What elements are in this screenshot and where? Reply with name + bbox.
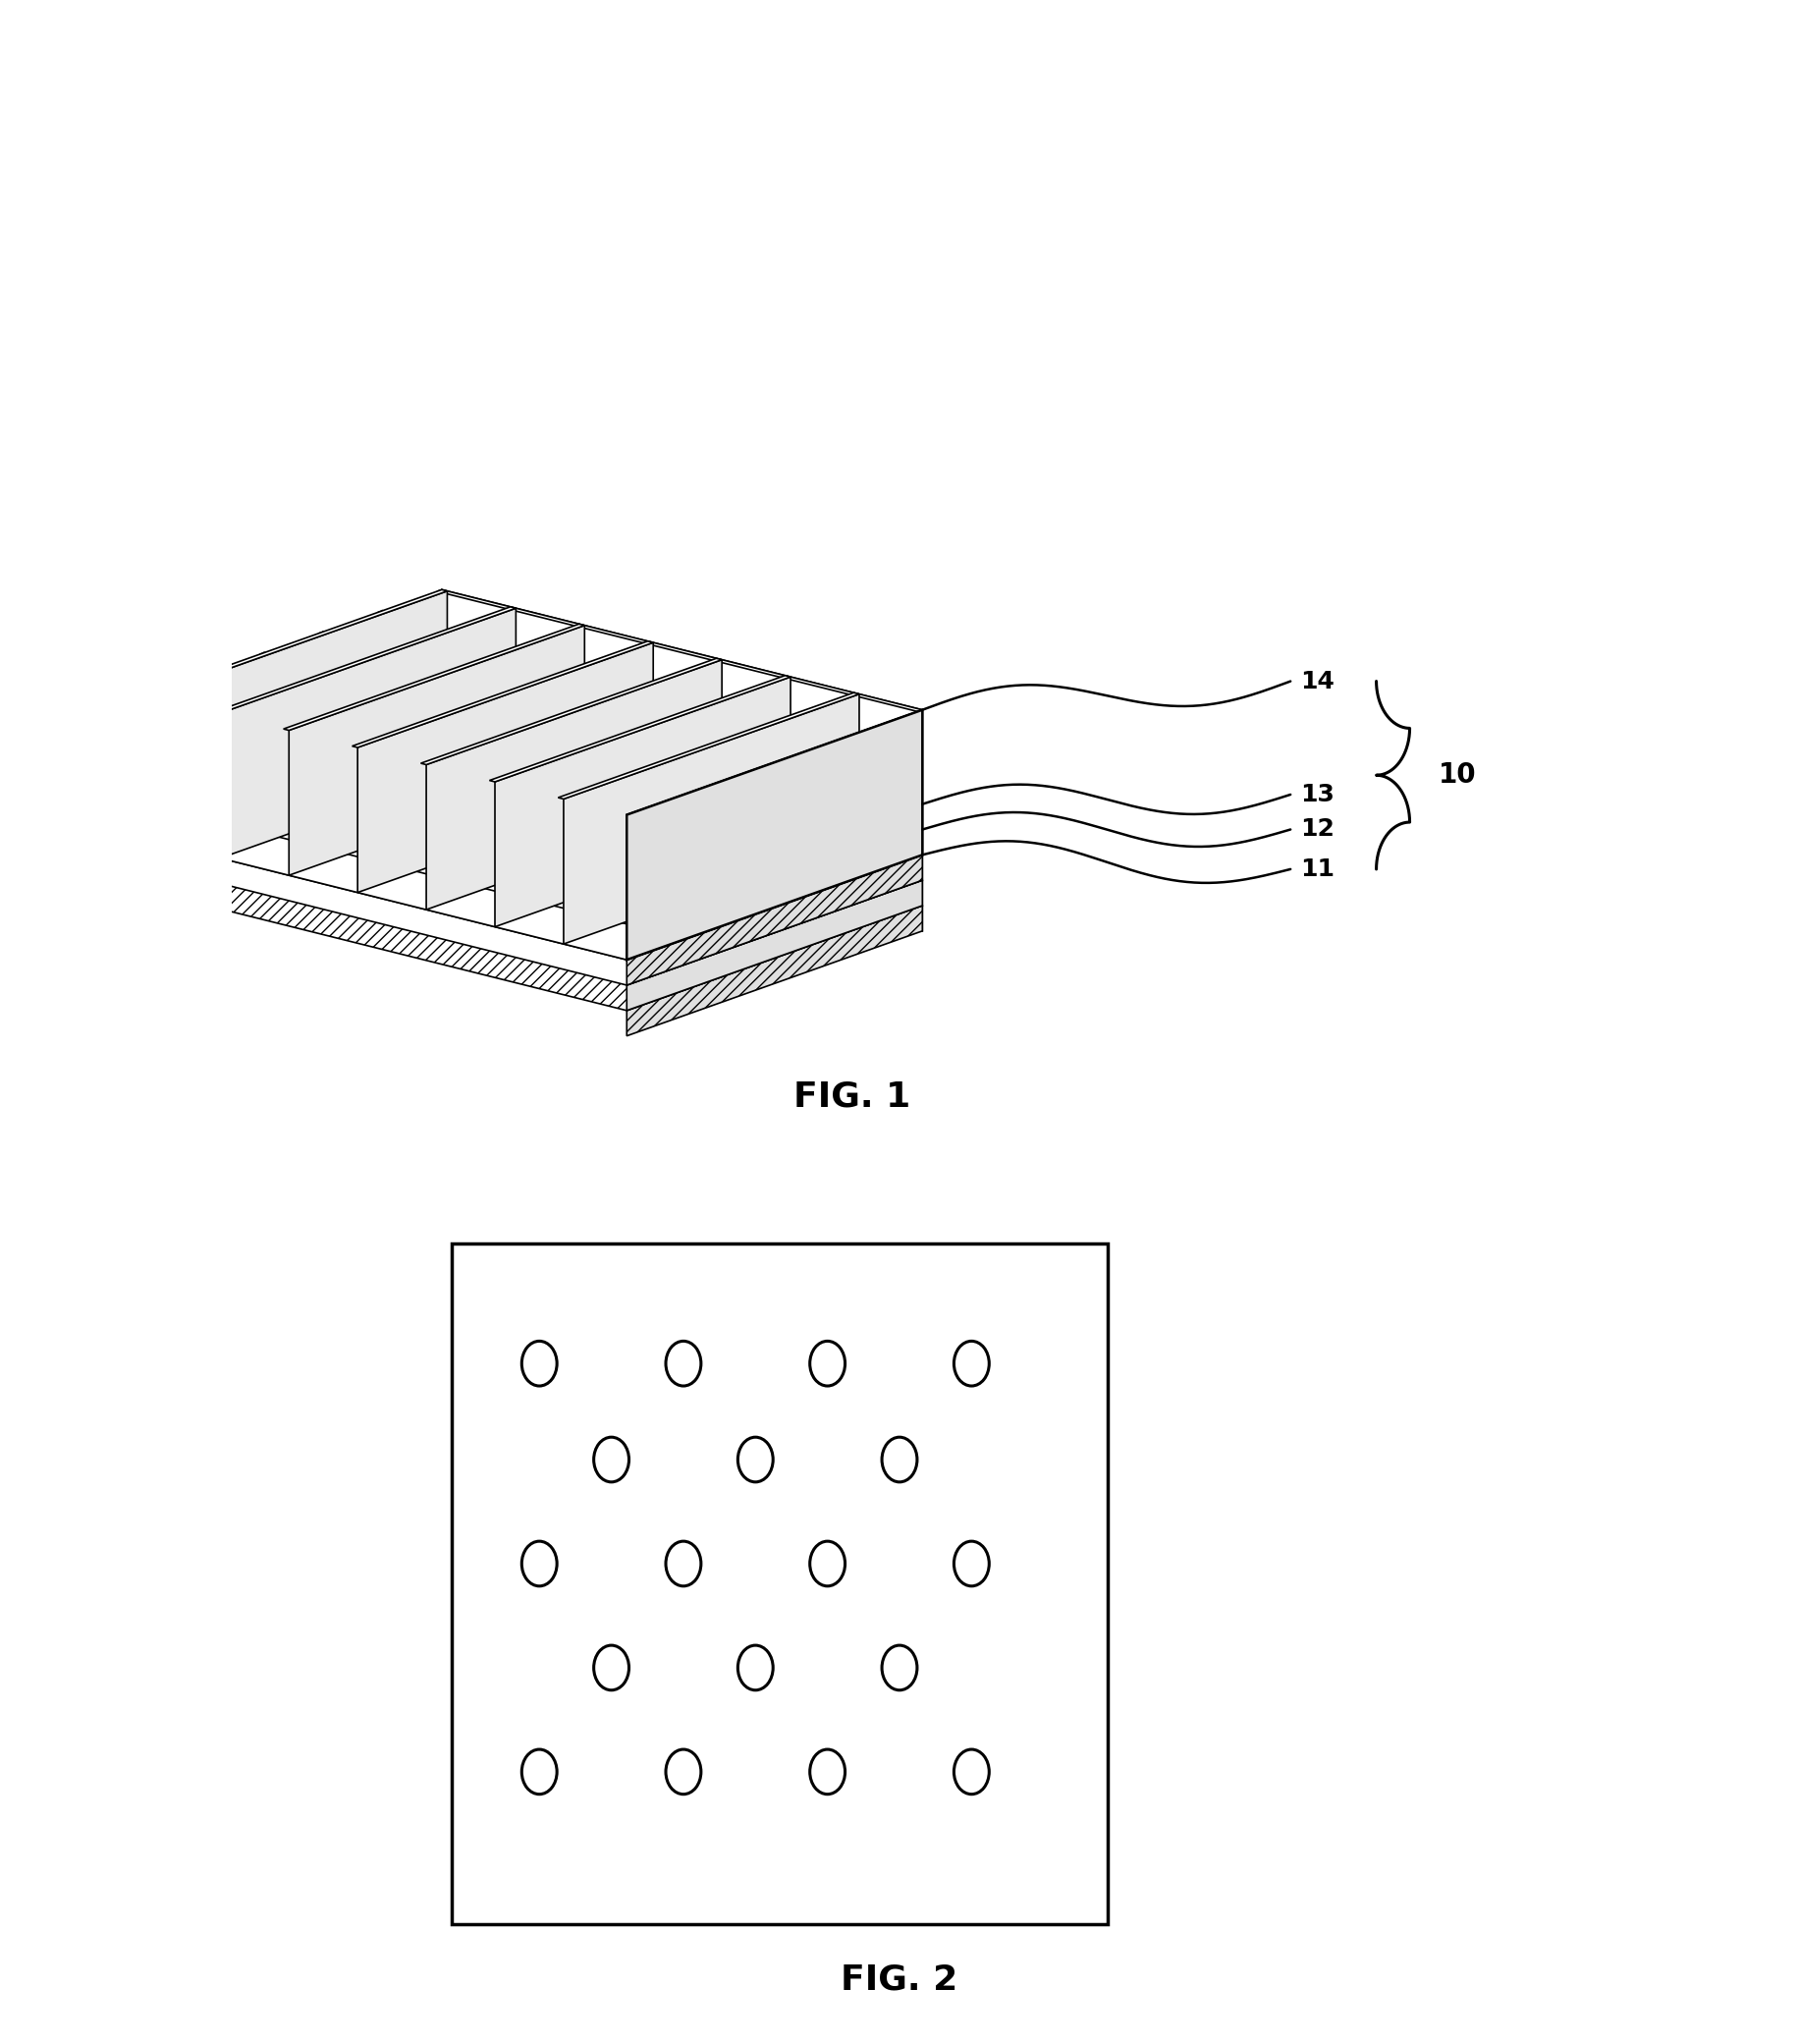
Polygon shape bbox=[146, 695, 626, 961]
Polygon shape bbox=[383, 611, 864, 875]
Polygon shape bbox=[284, 623, 585, 730]
Polygon shape bbox=[626, 905, 923, 1036]
Polygon shape bbox=[421, 658, 721, 764]
Polygon shape bbox=[264, 652, 745, 918]
Text: 14: 14 bbox=[1301, 670, 1335, 693]
Polygon shape bbox=[259, 652, 745, 775]
Polygon shape bbox=[219, 609, 516, 858]
Polygon shape bbox=[626, 709, 923, 816]
Polygon shape bbox=[558, 693, 860, 799]
Text: 12: 12 bbox=[1301, 818, 1335, 842]
Text: 11: 11 bbox=[1301, 856, 1335, 881]
Polygon shape bbox=[443, 589, 923, 854]
Polygon shape bbox=[426, 660, 721, 910]
Polygon shape bbox=[205, 675, 685, 938]
Polygon shape bbox=[626, 709, 923, 961]
Polygon shape bbox=[146, 785, 923, 1010]
Polygon shape bbox=[443, 760, 923, 905]
Polygon shape bbox=[563, 695, 860, 944]
Polygon shape bbox=[146, 695, 626, 816]
Text: FIG. 2: FIG. 2 bbox=[840, 1962, 959, 1997]
Polygon shape bbox=[437, 589, 923, 711]
Bar bbox=[452, 1243, 1108, 1923]
Text: x: x bbox=[495, 922, 511, 948]
Polygon shape bbox=[626, 854, 923, 985]
Polygon shape bbox=[353, 642, 653, 748]
Polygon shape bbox=[378, 611, 864, 732]
Polygon shape bbox=[214, 607, 516, 713]
Polygon shape bbox=[443, 734, 923, 881]
Polygon shape bbox=[626, 709, 923, 961]
Polygon shape bbox=[200, 675, 685, 795]
Text: 13: 13 bbox=[1301, 783, 1335, 805]
Polygon shape bbox=[324, 632, 804, 897]
Polygon shape bbox=[626, 881, 923, 1010]
Polygon shape bbox=[146, 760, 923, 985]
Polygon shape bbox=[495, 677, 790, 926]
Text: FIG. 1: FIG. 1 bbox=[793, 1079, 910, 1114]
Polygon shape bbox=[489, 675, 790, 781]
Polygon shape bbox=[146, 589, 448, 695]
Polygon shape bbox=[318, 632, 804, 754]
Polygon shape bbox=[151, 591, 448, 840]
Polygon shape bbox=[290, 625, 585, 875]
Polygon shape bbox=[443, 785, 923, 930]
Text: y: y bbox=[232, 795, 250, 820]
Polygon shape bbox=[146, 734, 923, 961]
Text: 10: 10 bbox=[1439, 762, 1477, 789]
Polygon shape bbox=[358, 642, 653, 893]
